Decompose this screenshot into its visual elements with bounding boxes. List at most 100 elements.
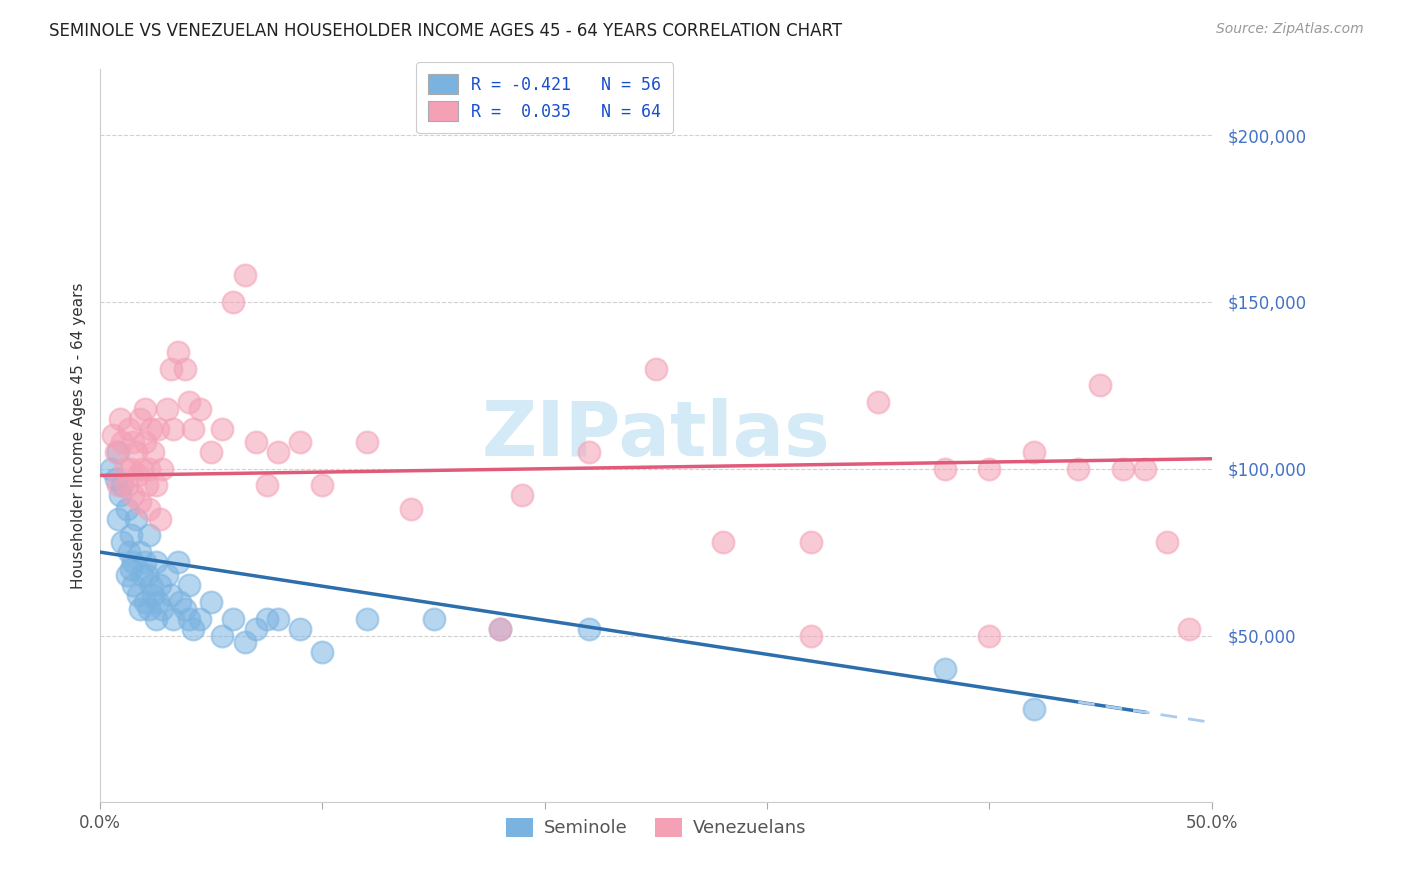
Point — [138, 602, 160, 616]
Point — [311, 645, 333, 659]
Point — [167, 345, 190, 359]
Point — [111, 435, 134, 450]
Point — [1178, 622, 1201, 636]
Point — [211, 628, 233, 642]
Point — [122, 488, 145, 502]
Point — [103, 428, 125, 442]
Point — [104, 472, 127, 486]
Point — [290, 435, 312, 450]
Point — [245, 435, 267, 450]
Point — [104, 445, 127, 459]
Point — [711, 535, 734, 549]
Point — [135, 568, 157, 582]
Point — [256, 478, 278, 492]
Point — [131, 462, 153, 476]
Point — [129, 602, 152, 616]
Point — [120, 528, 142, 542]
Point — [173, 361, 195, 376]
Text: Source: ZipAtlas.com: Source: ZipAtlas.com — [1216, 22, 1364, 37]
Point — [578, 622, 600, 636]
Point — [1111, 462, 1133, 476]
Point — [156, 401, 179, 416]
Point — [422, 612, 444, 626]
Point — [138, 501, 160, 516]
Point — [115, 478, 138, 492]
Point — [173, 602, 195, 616]
Point — [135, 478, 157, 492]
Point — [211, 422, 233, 436]
Point — [129, 411, 152, 425]
Point — [107, 445, 129, 459]
Point — [222, 295, 245, 310]
Point — [162, 612, 184, 626]
Point — [156, 568, 179, 582]
Point — [134, 595, 156, 609]
Point — [934, 462, 956, 476]
Point — [1022, 445, 1045, 459]
Y-axis label: Householder Income Ages 45 - 64 years: Householder Income Ages 45 - 64 years — [72, 282, 86, 589]
Point — [149, 512, 172, 526]
Point — [233, 268, 256, 283]
Point — [578, 445, 600, 459]
Point — [169, 595, 191, 609]
Point — [200, 445, 222, 459]
Point — [1067, 462, 1090, 476]
Point — [233, 635, 256, 649]
Point — [129, 495, 152, 509]
Point — [131, 568, 153, 582]
Point — [489, 622, 512, 636]
Point — [127, 468, 149, 483]
Point — [125, 512, 148, 526]
Point — [222, 612, 245, 626]
Point — [107, 478, 129, 492]
Point — [122, 555, 145, 569]
Point — [118, 545, 141, 559]
Point — [979, 462, 1001, 476]
Point — [644, 361, 666, 376]
Point — [149, 578, 172, 592]
Point — [800, 628, 823, 642]
Legend: Seminole, Venezuelans: Seminole, Venezuelans — [499, 811, 813, 845]
Point — [138, 462, 160, 476]
Point — [356, 612, 378, 626]
Point — [120, 562, 142, 576]
Point — [256, 612, 278, 626]
Point — [177, 395, 200, 409]
Point — [129, 545, 152, 559]
Point — [183, 622, 205, 636]
Point — [125, 445, 148, 459]
Point — [115, 501, 138, 516]
Point — [167, 555, 190, 569]
Point — [150, 602, 173, 616]
Point — [141, 578, 163, 592]
Point — [114, 462, 136, 476]
Point — [142, 589, 165, 603]
Point — [267, 445, 290, 459]
Point — [111, 478, 134, 492]
Point — [177, 612, 200, 626]
Text: ZIPatlas: ZIPatlas — [481, 399, 830, 473]
Point — [145, 555, 167, 569]
Point — [111, 535, 134, 549]
Point — [134, 555, 156, 569]
Point — [146, 595, 169, 609]
Point — [134, 435, 156, 450]
Point — [162, 422, 184, 436]
Point — [146, 422, 169, 436]
Point — [290, 622, 312, 636]
Point — [1156, 535, 1178, 549]
Point — [107, 512, 129, 526]
Point — [401, 501, 423, 516]
Point — [141, 422, 163, 436]
Point — [160, 361, 183, 376]
Point — [183, 422, 205, 436]
Point — [100, 462, 122, 476]
Point — [145, 612, 167, 626]
Point — [150, 462, 173, 476]
Point — [245, 622, 267, 636]
Point — [108, 488, 131, 502]
Text: SEMINOLE VS VENEZUELAN HOUSEHOLDER INCOME AGES 45 - 64 YEARS CORRELATION CHART: SEMINOLE VS VENEZUELAN HOUSEHOLDER INCOM… — [49, 22, 842, 40]
Point — [868, 395, 890, 409]
Point — [979, 628, 1001, 642]
Point — [311, 478, 333, 492]
